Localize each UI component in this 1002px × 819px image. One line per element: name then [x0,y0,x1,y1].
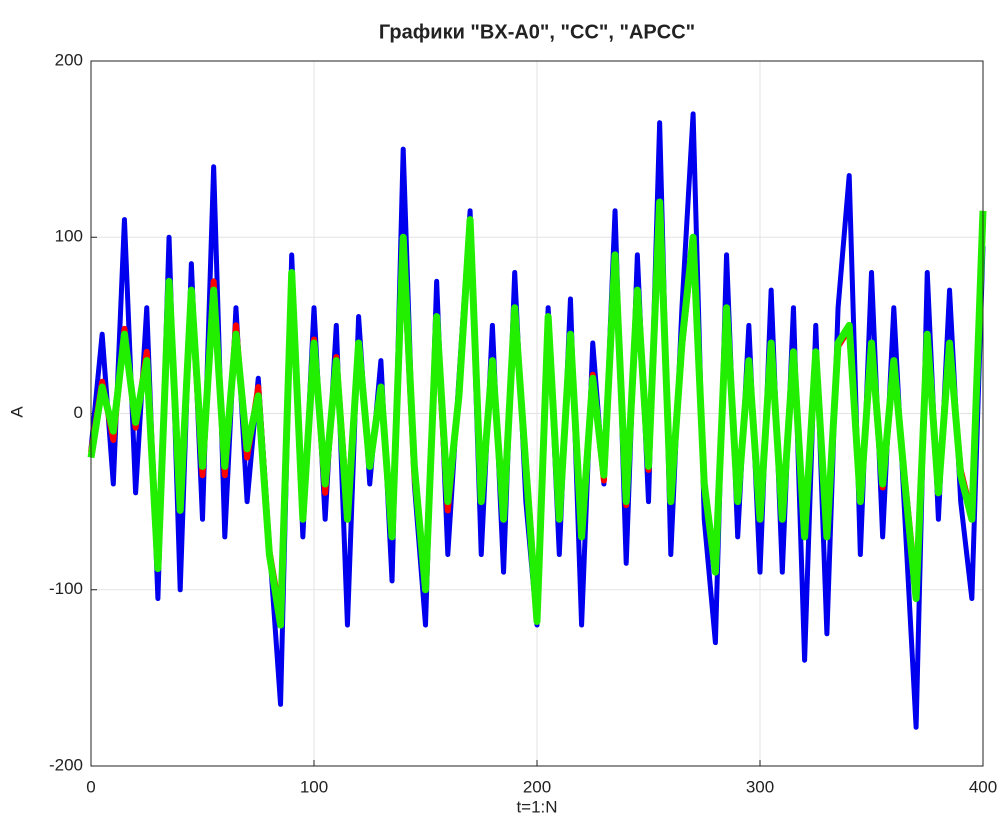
y-axis-label: A [7,406,26,418]
y-tick-label: -100 [49,579,83,598]
x-tick-label: 300 [746,777,774,796]
y-tick-label: 100 [55,227,83,246]
x-tick-label: 100 [300,777,328,796]
chart-title: Графики "BX-A0", "CC", "APCC" [379,21,695,43]
y-tick-label: 0 [74,403,83,422]
x-axis-label: t=1:N [516,797,557,816]
series-line [87,198,987,629]
plot-frame [90,60,984,767]
x-tick-label: 0 [86,777,95,796]
x-tick-label: 400 [969,777,997,796]
y-tick-label: -200 [49,755,83,774]
y-tick-label: 200 [55,50,83,69]
x-tick-label: 200 [523,777,551,796]
